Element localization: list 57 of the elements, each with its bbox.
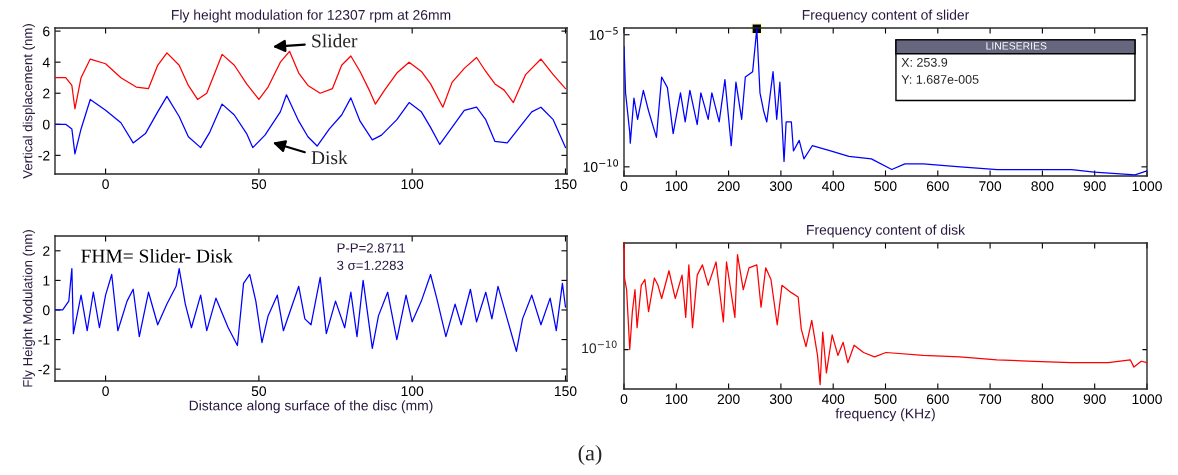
annotation: 3 σ=1.2283: [337, 260, 404, 270]
y-axis-title: Vertical displacement (nm): [22, 24, 36, 179]
x-tick-label: 900: [1083, 181, 1106, 192]
x-tick-label: 50: [251, 179, 267, 190]
y-tick-label: 1: [43, 275, 50, 286]
x-tick-label: 400: [821, 394, 845, 405]
x-tick-label: 500: [874, 394, 897, 405]
annotation: FHM= Slider- Disk: [81, 248, 233, 263]
x-tick-label: 200: [717, 181, 740, 192]
annotation: Disk: [311, 150, 348, 165]
x-tick-label: 1000: [1132, 181, 1162, 192]
chart-title: Frequency content of slider: [802, 9, 970, 23]
x-tick-label: 200: [717, 394, 740, 405]
x-tick-label: 100: [665, 181, 688, 192]
y-tick-label: 2: [43, 246, 50, 256]
x-tick-label: 50: [251, 386, 267, 397]
x-tick-label: 500: [874, 181, 897, 192]
x-tick-label: 100: [401, 179, 424, 190]
annotation: P-P=2.8711: [337, 243, 406, 253]
x-axis-title: frequency (KHz): [835, 408, 935, 422]
line-series: [55, 50, 567, 110]
x-tick-label: 400: [821, 181, 845, 192]
y-tick-label: 2: [43, 88, 50, 99]
y-axis-title: Fly Height Modulation (nm): [22, 230, 36, 387]
annotation: LINESERIES: [986, 42, 1047, 50]
x-axis-title: Distance along surface of the disc (mm): [189, 400, 433, 414]
x-tick-label: 600: [926, 181, 949, 192]
y-tick-label: 4: [42, 57, 50, 68]
x-tick-label: 0: [620, 394, 628, 405]
x-tick-label: 0: [102, 179, 109, 190]
y-tick-label: 0: [42, 305, 50, 316]
x-tick-label: 700: [979, 181, 1002, 192]
x-tick-label: 150: [554, 386, 577, 397]
chart-title: Frequency content of disk: [807, 224, 966, 238]
x-tick-label: 900: [1083, 394, 1106, 405]
y-tick-label: 0: [42, 119, 50, 130]
x-tick-label: 1000: [1132, 394, 1162, 405]
y-tick-label: -1: [38, 335, 50, 345]
text: (a): [578, 444, 602, 466]
x-tick-label: 800: [1031, 394, 1054, 405]
x-tick-label: 100: [665, 394, 688, 405]
x-tick-label: 0: [102, 386, 109, 397]
chart-title: Fly height modulation for 12307 rpm at 26mm: [172, 9, 451, 23]
x-tick-label: 800: [1031, 181, 1054, 192]
y-tick-label: 6: [43, 26, 50, 37]
y-tick-label: -2: [38, 150, 50, 161]
annotation: X: 253.9 Y: 1.687e-005: [901, 57, 979, 84]
x-tick-label: 300: [769, 181, 792, 192]
x-tick-label: 0: [620, 181, 628, 192]
y-tick-label: -2: [38, 364, 50, 375]
x-tick-label: 150: [554, 179, 577, 190]
y-tick-label: 10$^{−5}$: [589, 27, 618, 40]
x-tick-label: 300: [769, 394, 792, 405]
x-tick-label: 100: [401, 386, 424, 397]
x-tick-label: 600: [926, 394, 949, 405]
x-tick-label: 700: [979, 394, 1002, 405]
annotation: Slider: [312, 33, 358, 48]
